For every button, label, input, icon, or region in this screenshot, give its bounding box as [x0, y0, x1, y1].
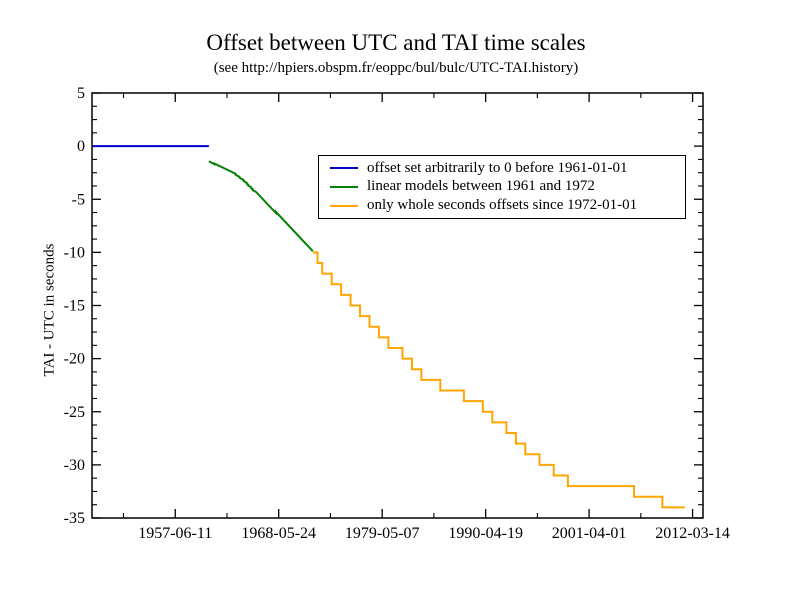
- x-tick-label: 1979-05-07: [345, 525, 420, 542]
- series-linear-models-1961-1972: [208, 160, 314, 252]
- legend-item-label: linear models between 1961 and 1972: [367, 178, 595, 195]
- y-tick-label: -5: [72, 191, 85, 208]
- legend-item: only whole seconds offsets since 1972-01…: [330, 198, 681, 213]
- y-tick-label: -20: [64, 351, 85, 368]
- y-tick-label: -15: [64, 298, 85, 315]
- plot-frame: [91, 92, 704, 519]
- x-tick-label: 2001-04-01: [552, 525, 627, 542]
- legend-box: offset set arbitrarily to 0 before 1961-…: [318, 155, 686, 219]
- x-tick-label: 2012-03-14: [655, 525, 730, 542]
- legend-item-label: offset set arbitrarily to 0 before 1961-…: [367, 159, 628, 176]
- y-tick-label: 0: [77, 138, 85, 155]
- y-tick-label: -30: [64, 457, 85, 474]
- series-whole-second-offsets-since-1972: [312, 251, 685, 509]
- legend-line-sample-green: [330, 185, 358, 188]
- chart-subtitle: (see http://hpiers.obspm.fr/eoppc/bul/bu…: [213, 60, 579, 76]
- x-tick-label: 1957-06-11: [138, 525, 212, 542]
- x-tick-label: 1968-05-24: [241, 525, 316, 542]
- x-tick-label: 1990-04-19: [448, 525, 523, 542]
- legend-line-sample-orange: [330, 204, 358, 207]
- legend-item: offset set arbitrarily to 0 before 1961-…: [330, 159, 681, 176]
- legend-item: linear models between 1961 and 1972: [330, 179, 681, 194]
- legend-line-sample-blue: [330, 167, 358, 170]
- y-tick-label: -10: [64, 244, 85, 261]
- y-tick-label: 5: [77, 85, 85, 102]
- chart-title: Offset between UTC and TAI time scales: [206, 30, 586, 55]
- legend-item-label: only whole seconds offsets since 1972-01…: [367, 197, 638, 214]
- y-tick-label: -35: [64, 510, 85, 527]
- y-tick-label: -25: [64, 404, 85, 421]
